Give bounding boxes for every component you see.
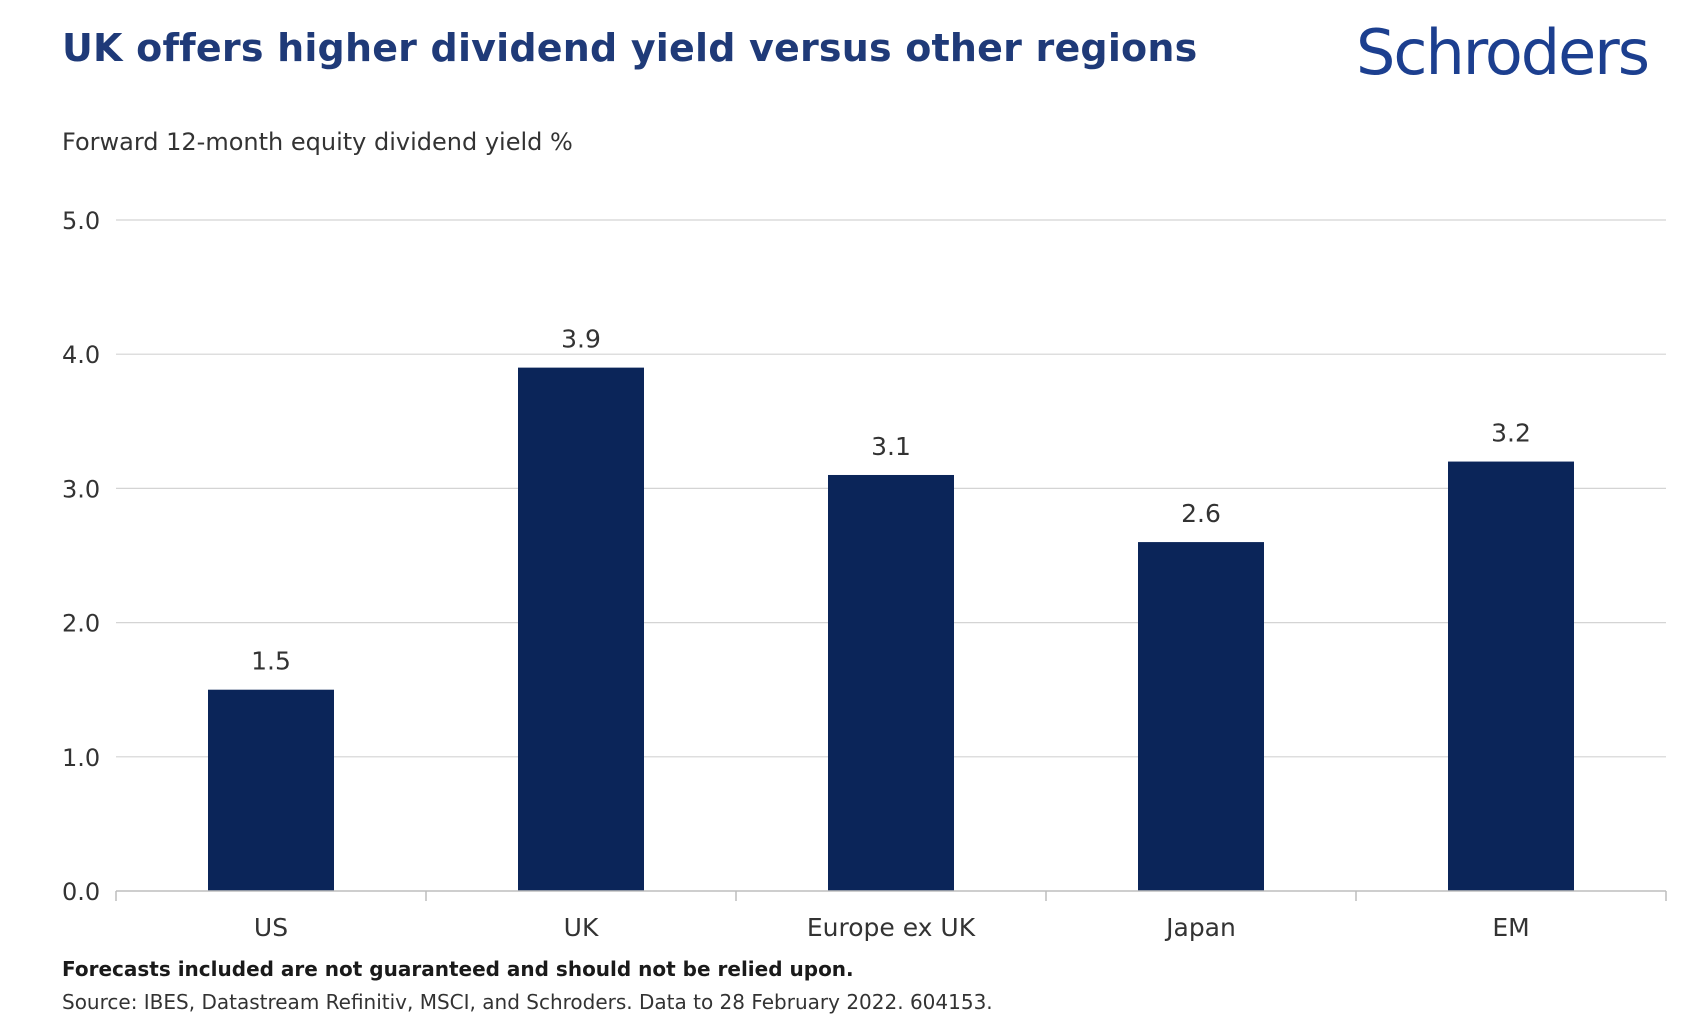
x-tick-label: Japan bbox=[1164, 913, 1236, 942]
y-tick-label: 5.0 bbox=[62, 207, 100, 235]
data-label: 2.6 bbox=[1181, 499, 1221, 528]
bar-japan bbox=[1138, 542, 1264, 891]
data-label: 3.1 bbox=[871, 432, 911, 461]
chart-title: UK offers higher dividend yield versus o… bbox=[62, 26, 1198, 70]
bar-europe-ex-uk bbox=[828, 474, 954, 891]
y-tick-label: 4.0 bbox=[62, 341, 100, 369]
schroders-logo: Schroders bbox=[1356, 16, 1650, 89]
data-label: 3.9 bbox=[561, 325, 601, 354]
y-tick-label: 2.0 bbox=[62, 610, 100, 638]
x-tick-label: Europe ex UK bbox=[807, 913, 976, 942]
y-tick-label: 3.0 bbox=[62, 475, 100, 503]
y-axis-label: Forward 12-month equity dividend yield % bbox=[62, 128, 573, 156]
x-tick-label: US bbox=[254, 913, 288, 942]
source-note: Source: IBES, Datastream Refinitiv, MSCI… bbox=[62, 990, 993, 1014]
y-tick-label: 1.0 bbox=[62, 744, 100, 772]
data-label: 1.5 bbox=[251, 647, 291, 676]
y-tick-label: 0.0 bbox=[62, 878, 100, 906]
bar-em bbox=[1448, 461, 1574, 891]
bar-uk bbox=[518, 367, 644, 891]
x-tick-label: EM bbox=[1492, 913, 1529, 942]
x-tick-label: UK bbox=[564, 913, 599, 942]
forecast-disclaimer: Forecasts included are not guaranteed an… bbox=[62, 957, 854, 981]
bar-us bbox=[208, 689, 334, 891]
data-label: 3.2 bbox=[1491, 419, 1531, 448]
